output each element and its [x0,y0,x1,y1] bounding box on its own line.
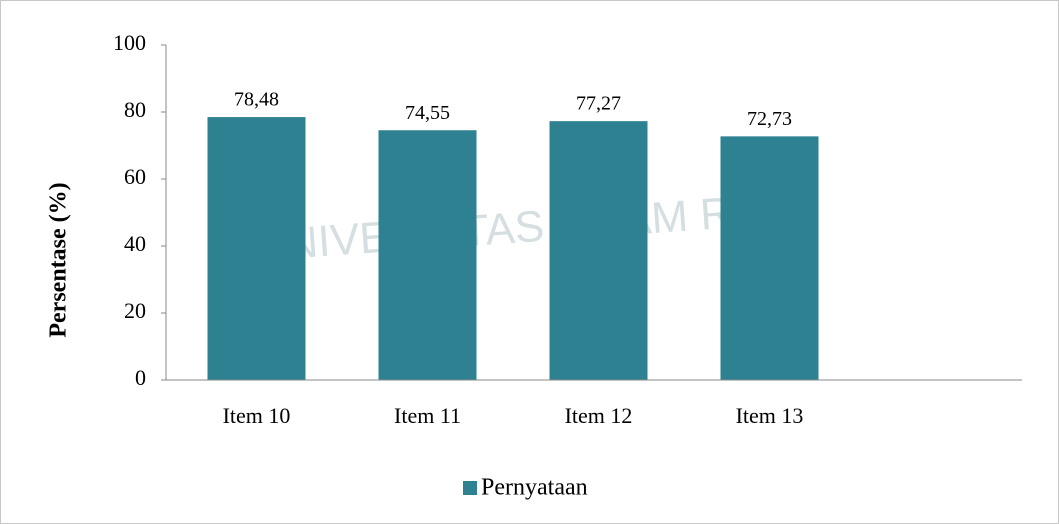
y-tick-label: 20 [124,298,146,323]
bar [720,136,819,380]
data-label: 78,48 [234,89,279,111]
y-tick-label: 0 [135,365,146,390]
data-label: 74,55 [405,102,450,124]
y-tick-label: 40 [124,231,146,256]
x-tick-label: Item 13 [736,403,804,428]
bar [378,130,477,380]
x-tick-label: Item 12 [565,403,633,428]
y-tick-label: 100 [113,30,146,55]
y-tick-label: 80 [124,97,146,122]
bar [207,117,306,380]
x-tick-label: Item 11 [394,403,461,428]
legend-swatch [463,481,477,495]
y-tick-label: 60 [124,164,146,189]
x-tick-label: Item 10 [223,403,291,428]
data-label: 72,73 [747,108,792,130]
data-label: 77,27 [576,93,621,115]
y-axis-label: Persentase (%) [46,182,72,337]
bar [549,121,648,380]
legend-label: Pernyataan [481,475,588,501]
